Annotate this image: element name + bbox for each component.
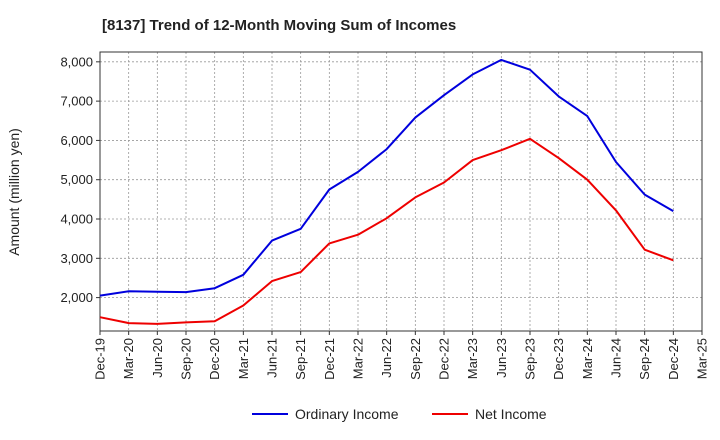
x-tick-label: Dec-19 <box>93 338 108 380</box>
x-tick-label: Sep-20 <box>179 338 194 380</box>
y-axis-label: Amount (million yen) <box>6 128 22 256</box>
series-line-ordinary-income <box>99 58 674 297</box>
x-tick-label: Mar-25 <box>695 338 710 379</box>
x-tick-label: Mar-22 <box>351 338 366 379</box>
x-tick-label: Mar-20 <box>121 338 136 379</box>
y-tick-label: 6,000 <box>60 133 93 148</box>
x-tick-label: Dec-21 <box>322 338 337 380</box>
y-tick-label: 3,000 <box>60 251 93 266</box>
x-tick-label: Dec-22 <box>437 338 452 380</box>
legend: Ordinary Income Net Income <box>252 406 547 422</box>
series-line-net-income <box>99 137 674 325</box>
x-axis-ticks: Dec-19 Mar-20 Jun-20 Sep-20 Dec-20 Mar-21 Jun-… <box>93 331 710 380</box>
chart-title: [8137] Trend of 12-Month Moving Sum of I… <box>102 17 456 34</box>
x-tick-label: Jun-23 <box>494 338 509 378</box>
x-tick-label: Mar-24 <box>580 338 595 379</box>
x-tick-label: Mar-23 <box>465 338 480 379</box>
x-tick-label: Sep-24 <box>637 338 652 380</box>
x-tick-label: Jun-20 <box>150 338 165 378</box>
grid <box>99 52 703 331</box>
x-tick-label: Dec-23 <box>551 338 566 380</box>
y-tick-label: 5,000 <box>60 172 93 187</box>
y-tick-label: 4,000 <box>60 212 93 227</box>
legend-label-net-income: Net Income <box>475 406 547 422</box>
x-tick-label: Jun-21 <box>265 338 280 378</box>
y-tick-label: 8,000 <box>60 54 93 69</box>
legend-label-ordinary-income: Ordinary Income <box>295 406 399 422</box>
x-tick-label: Mar-21 <box>236 338 251 379</box>
x-tick-label: Dec-20 <box>207 338 222 380</box>
x-tick-label: Jun-24 <box>609 338 624 378</box>
y-axis-ticks: 2,000 3,000 4,000 5,000 6,000 7,000 8,000 <box>60 54 100 305</box>
x-tick-label: Sep-22 <box>408 338 423 380</box>
plot-area-frame <box>99 51 703 332</box>
x-tick-label: Dec-24 <box>666 338 681 380</box>
series-lines <box>99 58 674 325</box>
y-tick-label: 2,000 <box>60 290 93 305</box>
y-tick-label: 7,000 <box>60 94 93 109</box>
x-tick-label: Sep-23 <box>523 338 538 380</box>
x-tick-label: Jun-22 <box>379 338 394 378</box>
x-tick-label: Sep-21 <box>293 338 308 380</box>
